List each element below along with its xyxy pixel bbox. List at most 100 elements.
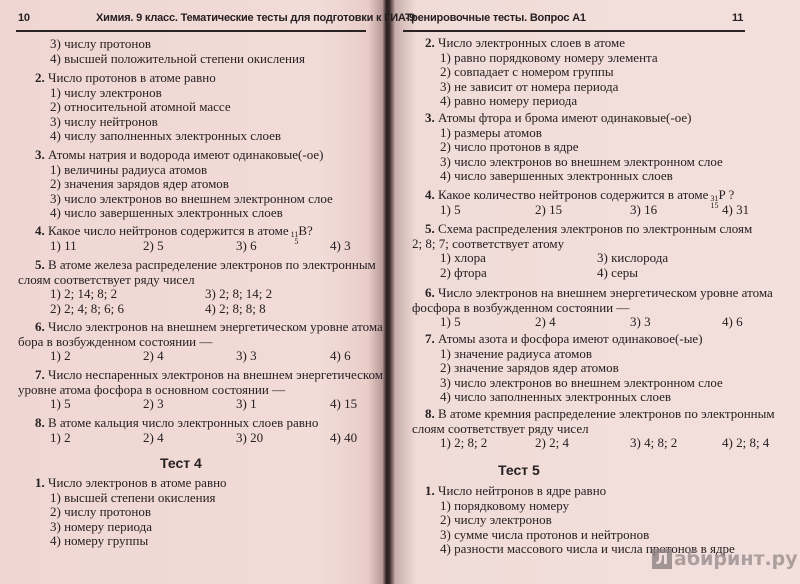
option-text: 1) равно порядковому номеру элемента	[440, 49, 658, 65]
question-number: 1.	[425, 483, 435, 498]
question-text: 1. Число электронов в атоме равно	[35, 475, 227, 491]
question-line: Число неспаренных электронов на внешнем …	[48, 367, 384, 382]
question-line: В атоме кремния распределение электронов…	[438, 406, 775, 421]
option-text: 3) числу нейтронов	[50, 113, 158, 129]
option-text: 3) 20	[236, 429, 264, 445]
answer-option: 4) 3	[330, 238, 351, 254]
question-text: уровне атома фосфора в основном состояни…	[18, 382, 285, 398]
question-line: Атомы азота и фосфора имеют одинаковое(-…	[438, 331, 703, 346]
option-text: 3) 1	[236, 396, 257, 412]
question-text: 2; 8; 7; соответствует атому	[412, 236, 564, 252]
answer-option: 3) номеру периода	[50, 519, 152, 535]
answer-option: 3) не зависит от номера периода	[440, 79, 618, 95]
question-text: 3. Атомы натрия и водорода имеют одинако…	[35, 147, 323, 163]
answer-option: 2) числу электронов	[440, 512, 552, 528]
answer-option: 4) серы	[597, 265, 638, 281]
option-text: 3) число электронов во внешнем электронн…	[440, 374, 723, 390]
question-line: Число электронов в атоме равно	[48, 475, 227, 490]
question-text: 5. Схема распределения электронов по эле…	[425, 221, 752, 237]
answer-option: 1) 5	[440, 202, 461, 218]
answer-option: 4) 40	[330, 430, 357, 446]
option-text: 2) 15	[535, 201, 563, 217]
question-line: В атоме кальция число электронных слоев …	[48, 415, 319, 430]
option-text: 3) 4; 8; 2	[630, 435, 678, 451]
answer-option: 2) совпадает с номером группы	[440, 64, 614, 80]
answer-option: 4) высшей положительной степени окислени…	[50, 51, 305, 67]
answer-option: 3) числу протонов	[50, 36, 151, 52]
nuclide-indices: 11 5	[290, 230, 299, 246]
option-text: 4) номеру группы	[50, 533, 149, 549]
test-heading: Тест 4	[160, 455, 202, 471]
question-number: 7.	[35, 367, 45, 382]
option-text: 2) относительной атомной массе	[50, 99, 231, 115]
answer-option: 2) фтора	[440, 265, 487, 281]
answer-option: 4) число завершенных электронных слоев	[440, 168, 673, 184]
answer-option: 2) число протонов в ядре	[440, 139, 578, 155]
question-text: 7. Число неспаренных электронов на внешн…	[35, 367, 383, 383]
answer-option: 3) 3	[236, 348, 257, 364]
option-text: 3) числу протонов	[50, 36, 151, 51]
right-page: Тренировочные тесты. Вопрос А1 11 Тест 5…	[395, 0, 800, 584]
question-number: 8.	[425, 406, 435, 421]
answer-option: 4) число завершенных электронных слоев	[50, 205, 283, 221]
option-text: 4) 15	[330, 396, 358, 412]
answer-option: 4) 31	[722, 202, 749, 218]
question-text: 6. Число электронов на внешнем энергетич…	[425, 285, 773, 301]
answer-option: 1) 2; 8; 2	[440, 435, 487, 451]
question-line: 2; 8; 7; соответствует атому	[412, 235, 565, 251]
answer-option: 3) 6	[236, 238, 257, 254]
option-text: 3) число электронов во внешнем электронн…	[440, 153, 723, 169]
question-number: 6.	[425, 285, 435, 300]
page-number: 11	[732, 12, 744, 24]
answer-option: 1) равно порядковому номеру элемента	[440, 50, 658, 66]
answer-option: 3) 16	[630, 202, 657, 218]
answer-option: 1) размеры атомов	[440, 125, 542, 141]
question-number: 2.	[425, 35, 435, 50]
question-number: 5.	[35, 257, 45, 272]
option-text: 3) 6	[236, 237, 257, 253]
option-text: 1) 5	[50, 396, 71, 412]
option-text: 3) 3	[630, 314, 651, 330]
answer-option: 1) величины радиуса атомов	[50, 162, 207, 178]
answer-option: 4) число заполненных электронных слоев	[440, 389, 671, 405]
answer-option: 3) числу нейтронов	[50, 114, 158, 130]
question-text: 8. В атоме кремния распределение электро…	[425, 406, 775, 422]
option-text: 4) 2; 8; 8; 8	[205, 300, 266, 316]
question-text: 8. В атоме кальция число электронных сло…	[35, 415, 318, 431]
option-text: 2) числу протонов	[50, 504, 151, 520]
answer-option: 3) кислорода	[597, 250, 668, 266]
answer-option: 1) значение радиуса атомов	[440, 346, 592, 362]
question-line: Атомы натрия и водорода имеют одинаковые…	[48, 147, 324, 162]
watermark: Л абиринт.ру	[652, 548, 798, 570]
answer-option: 3) сумме числа протонов и нейтронов	[440, 527, 649, 543]
option-text: 1) 11	[50, 237, 77, 253]
option-text: 4) 40	[330, 429, 358, 445]
answer-option: 3) число электронов во внешнем электронн…	[50, 191, 333, 207]
watermark-logo: Л	[652, 549, 672, 569]
atomic-number: 15	[710, 201, 719, 210]
answer-option: 2) 2; 4; 8; 6; 6	[50, 301, 124, 317]
answer-option: 1) 2	[50, 348, 71, 364]
option-text: 1) 2; 14; 8; 2	[50, 286, 118, 302]
option-text: 3) не зависит от номера периода	[440, 78, 619, 94]
answer-option: 2) числу протонов	[50, 504, 151, 520]
option-text: 2) 3	[143, 396, 164, 412]
option-text: 1) значение радиуса атомов	[440, 345, 593, 361]
option-text: 4) числу заполненных электронных слоев	[50, 128, 282, 144]
question-text: 5. В атоме железа распределение электрон…	[35, 257, 376, 273]
watermark-text: абиринт.ру	[674, 548, 798, 570]
element-symbol: P	[718, 187, 726, 202]
option-text: 4) 3	[330, 237, 351, 253]
question-number: 8.	[35, 415, 45, 430]
option-text: 2) фтора	[440, 264, 487, 280]
option-text: 1) числу электронов	[50, 84, 162, 100]
question-number: 6.	[35, 319, 45, 334]
question-number: 7.	[425, 331, 435, 346]
answer-option: 2) 3	[143, 396, 164, 412]
option-text: 1) 2	[50, 429, 71, 445]
mass-number: 11	[290, 230, 299, 239]
option-text: 2) 2; 4; 8; 6; 6	[50, 300, 125, 316]
answer-option: 4) 6	[330, 348, 351, 364]
option-text: 3) 16	[630, 201, 658, 217]
option-text: 4) 6	[722, 314, 743, 330]
